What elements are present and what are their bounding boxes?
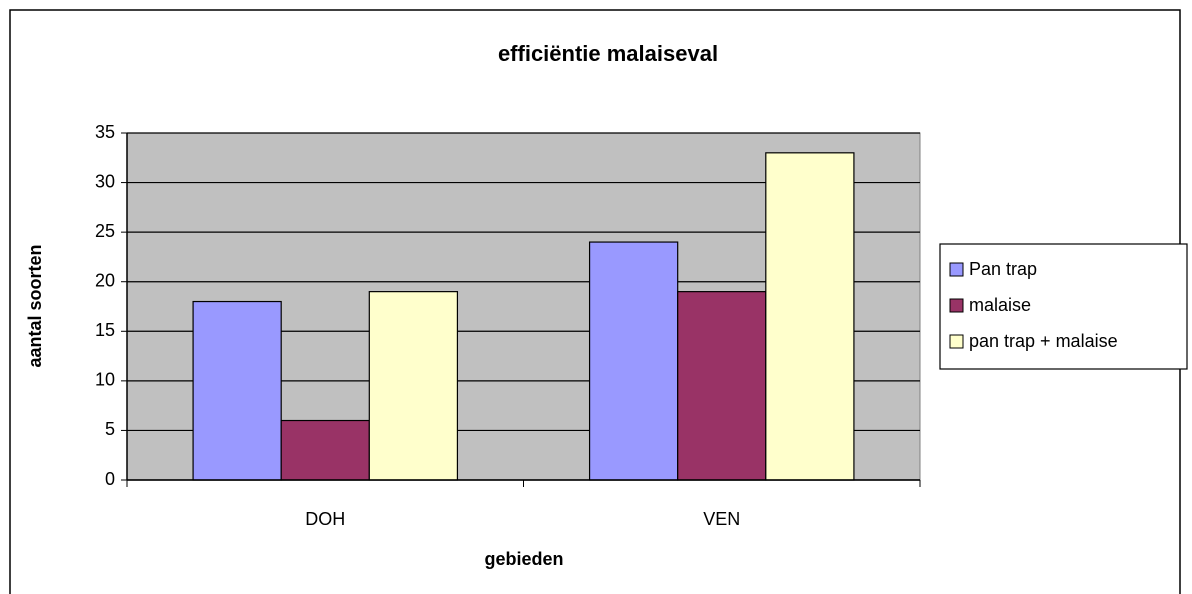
y-tick-label: 0 [105,469,115,489]
legend-box [939,243,1188,370]
y-axis-label: aantal soorten [25,244,45,367]
bar [280,419,370,481]
x-axis-label: gebieden [484,549,563,569]
legend-swatch [949,298,964,313]
y-tick-label: 20 [95,270,115,290]
legend-label: pan trap + malaise [969,331,1118,351]
y-tick-label: 5 [105,419,115,439]
bar [368,291,459,481]
y-tick-label: 10 [95,370,115,390]
chart-title: efficiëntie malaiseval [498,41,718,66]
bar [192,300,282,481]
legend-label: malaise [969,295,1031,315]
bar [677,291,767,481]
bar [765,152,855,481]
legend-swatch [949,262,964,277]
x-tick-label: DOH [305,509,345,529]
legend-swatch [949,334,964,349]
bar [588,241,679,481]
y-tick-label: 35 [95,122,115,142]
x-tick-label: VEN [703,509,740,529]
legend-label: Pan trap [969,259,1037,279]
y-tick-label: 25 [95,221,115,241]
y-tick-label: 30 [95,171,115,191]
y-tick-label: 15 [95,320,115,340]
